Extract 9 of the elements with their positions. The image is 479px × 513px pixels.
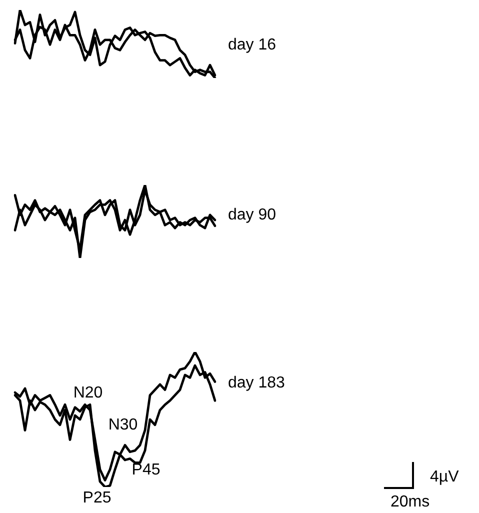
text: 4µV bbox=[430, 468, 460, 486]
text: 20ms bbox=[390, 493, 430, 510]
text: day 183 bbox=[228, 374, 286, 392]
annotation: N30 bbox=[108, 416, 138, 434]
text: day 90 bbox=[228, 206, 276, 224]
text: day 16 bbox=[228, 36, 276, 54]
annotation: P45 bbox=[132, 461, 160, 478]
annotation: N20 bbox=[73, 384, 103, 402]
text: P25 bbox=[82, 489, 112, 506]
